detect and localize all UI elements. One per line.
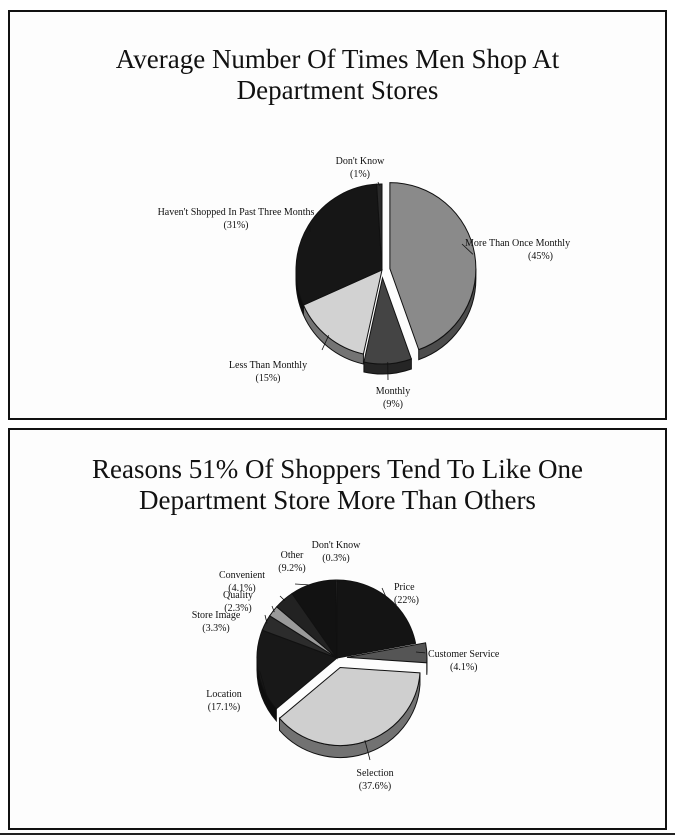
pie-slice-location: [256, 629, 338, 710]
slice-label-price: Price: [394, 582, 415, 593]
slice-value-label-price: (22%): [394, 595, 419, 606]
leader-line-price: [381, 587, 388, 600]
pie-slice-haven-t-shopped-in-past-three-months: [295, 183, 383, 306]
slice-label-monthly: Monthly: [376, 386, 410, 397]
chart-title-line-2: Department Stores: [236, 75, 439, 106]
pie-chart-reasons: Price (22%) Customer Service (4.1%) Selectio…: [192, 540, 500, 792]
leader-line-location: [259, 671, 269, 701]
chart-title: Reasons 51% Of Shoppers Tend To Like One…: [10, 454, 665, 516]
slice-label-haven-t-shopped-in-past-three-months: Haven't Shopped In Past Three Months: [158, 207, 315, 218]
pie-slice-don-t-know: [334, 579, 338, 659]
chart-title-line-1: Average Number Of Times Men Shop At: [115, 44, 560, 74]
slice-label-selection: Selection: [356, 768, 393, 779]
slice-value-label-quality: (2.3%): [224, 603, 252, 614]
chart-title-line-2: Department Store More Than Others: [139, 485, 536, 516]
leader-line-more-than-once-monthly: [461, 243, 474, 255]
slice-value-label-more-than-once-monthly: (45%): [528, 251, 553, 262]
leader-line-customer-service: [415, 651, 426, 654]
slice-label-quality: Quality: [223, 590, 253, 601]
leader-line-don-t-know: [377, 181, 380, 186]
chart-panel-reasons-like-store: Reasons 51% Of Shoppers Tend To Like One…: [8, 428, 667, 830]
slice-value-label-don-t-know: (0.3%): [322, 553, 350, 564]
slice-label-customer-service: Customer Service: [428, 649, 500, 660]
leader-line-less-than-monthly: [321, 335, 330, 351]
slice-label-location: Location: [206, 689, 242, 700]
chart-title: Average Number Of Times Men Shop At Depa…: [10, 44, 665, 106]
pie-slice-customer-service: [346, 642, 428, 664]
pie-slice-more-than-once-monthly: [389, 182, 477, 351]
leader-line-selection: [364, 739, 371, 761]
slice-value-label-selection: (37.6%): [359, 781, 392, 792]
slice-value-label-other: (9.2%): [278, 563, 306, 574]
slice-label-store-image: Store Image: [192, 610, 241, 621]
slice-value-label-haven-t-shopped-in-past-three-months: (31%): [224, 220, 249, 231]
slice-label-less-than-monthly: Less Than Monthly: [229, 360, 307, 371]
slice-value-label-less-than-monthly: (15%): [256, 373, 281, 384]
slice-label-other: Other: [281, 550, 304, 561]
slice-value-label-customer-service: (4.1%): [450, 662, 478, 673]
slice-value-label-location: (17.1%): [208, 702, 241, 713]
leader-line-other: [294, 583, 314, 586]
pie-slice-price: [336, 579, 417, 659]
slice-value-label-convenient: (4.1%): [228, 583, 256, 594]
leader-line-store-image: [264, 614, 268, 624]
chart-panel-men-shopping-frequency: Average Number Of Times Men Shop At Depa…: [8, 10, 667, 420]
leader-line-convenient: [279, 595, 286, 602]
pie-slice-less-than-monthly: [302, 269, 383, 355]
leader-line-quality: [271, 605, 275, 613]
page-bottom-rule: [0, 833, 675, 835]
slice-value-label-don-t-know: (1%): [350, 169, 370, 180]
pie-slice-don-t-know: [376, 183, 383, 271]
slice-label-more-than-once-monthly: More Than Once Monthly: [465, 238, 570, 249]
slice-value-label-monthly: (9%): [383, 399, 403, 410]
slice-label-don-t-know: Don't Know: [312, 540, 362, 551]
chart-title-line-1: Reasons 51% Of Shoppers Tend To Like One: [92, 454, 583, 484]
slice-value-label-store-image: (3.3%): [202, 623, 230, 634]
slice-label-don-t-know: Don't Know: [336, 156, 386, 167]
slice-label-convenient: Convenient: [219, 570, 265, 581]
pie-chart-shopping-frequency: More Than Once Monthly (45%) Monthly (9%) Le…: [158, 156, 571, 410]
